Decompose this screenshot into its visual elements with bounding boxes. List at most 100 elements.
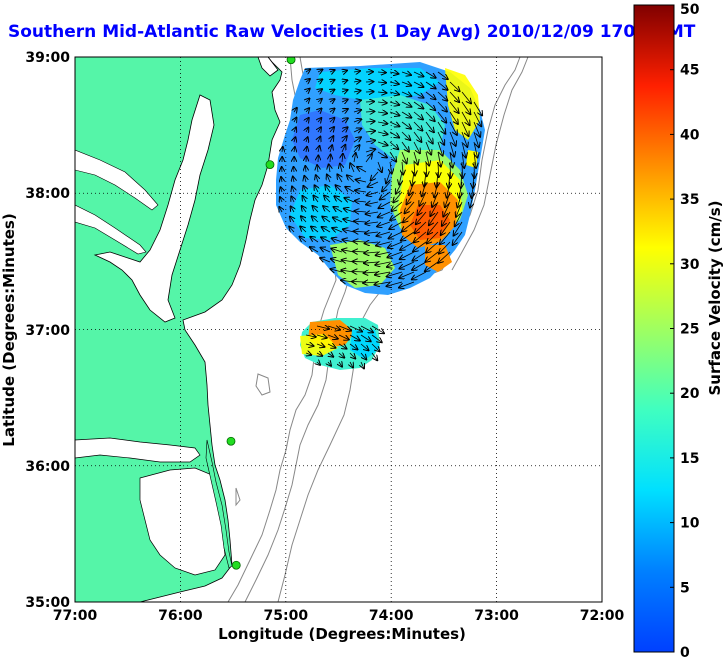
velocity-arrow [306, 118, 309, 122]
velocity-arrow [402, 221, 415, 231]
velocity-arrow [450, 151, 453, 167]
velocity-arrow [403, 211, 415, 222]
velocity-arrow [318, 89, 322, 92]
velocity-arrow [306, 98, 310, 102]
colorbar-tick-label: 20 [680, 386, 700, 402]
velocity-arrow [330, 118, 334, 122]
velocity-arrow [379, 201, 391, 208]
velocity-arrow [327, 344, 336, 348]
velocity-arrow [437, 111, 446, 123]
velocity-arrow [413, 91, 423, 98]
velocity-arrow [442, 211, 451, 226]
velocity-arrow [461, 131, 467, 147]
velocity-arrow [402, 161, 403, 174]
velocity-arrow [412, 171, 414, 186]
velocity-arrow [409, 181, 415, 195]
velocity-arrow [426, 161, 427, 176]
velocity-arrow [473, 131, 479, 147]
lon-tick-label: 75:00 [264, 608, 309, 624]
velocity-arrow [324, 196, 331, 203]
velocity-arrow [330, 136, 333, 143]
velocity-arrow [438, 161, 439, 177]
lon-tick-label: 74:00 [369, 608, 414, 624]
velocity-arrow [365, 154, 372, 163]
map-title: Southern Mid-Atlantic Raw Velocities (1 … [8, 22, 696, 42]
velocity-arrow [333, 217, 343, 222]
velocity-arrow [377, 142, 388, 145]
velocity-arrow [322, 217, 331, 223]
velocity-arrow [337, 174, 342, 183]
velocity-arrow [321, 237, 331, 243]
velocity-arrow [436, 171, 438, 187]
velocity-arrow [424, 171, 426, 186]
velocity-arrow [305, 166, 306, 173]
velocity-arrow [429, 211, 439, 225]
velocity-arrow [401, 151, 407, 163]
velocity-arrow [279, 207, 282, 212]
velocity-arrow [377, 151, 387, 158]
velocity-arrow [392, 201, 403, 211]
velocity-arrow [366, 202, 379, 205]
velocity-arrow [437, 131, 444, 145]
velocity-arrow [401, 92, 411, 96]
velocity-arrow [338, 344, 347, 349]
velocity-arrow [377, 92, 386, 93]
velocity-arrow [310, 247, 319, 253]
velocity-arrow [422, 181, 427, 196]
velocity-arrow [376, 242, 391, 246]
velocity-arrow [419, 191, 427, 206]
velocity-arrow [343, 219, 355, 222]
velocity-arrow [389, 221, 403, 229]
velocity-arrow [471, 181, 474, 198]
velocity-arrow [342, 90, 348, 92]
velocity-arrow [306, 79, 310, 82]
velocity-arrow [317, 353, 322, 356]
velocity-arrow [336, 185, 343, 193]
velocity-arrow [473, 101, 482, 115]
velocity-arrow [338, 325, 351, 331]
velocity-arrow [437, 81, 448, 90]
velocity-arrow [316, 326, 329, 329]
velocity-arrow [382, 181, 391, 191]
velocity-arrow [456, 201, 463, 217]
velocity-arrow [454, 221, 463, 236]
velocity-arrow [416, 211, 427, 224]
velocity-arrow [377, 112, 387, 113]
colorbar-tick-label: 5 [680, 580, 690, 596]
velocity-arrow [449, 91, 459, 102]
velocity-arrow [401, 82, 411, 86]
velocity-arrow [437, 71, 448, 79]
velocity-arrow [306, 147, 307, 152]
velocity-arrow [473, 121, 480, 137]
velocity-arrow [323, 206, 331, 213]
velocity-arrow [354, 211, 367, 212]
velocity-arrow [356, 180, 367, 182]
velocity-arrow [401, 231, 415, 241]
colorbar-tick-label: 35 [680, 192, 699, 208]
velocity-arrow [400, 241, 415, 250]
velocity-arrow [347, 175, 355, 183]
velocity-arrow [413, 131, 421, 142]
albemarle-sound [75, 437, 201, 463]
lon-tick-label: 76:00 [158, 608, 203, 624]
velocity-arrow [445, 191, 451, 207]
velocity-arrow [449, 121, 457, 135]
velocity-arrow [400, 251, 415, 259]
station-marker [226, 436, 236, 446]
velocity-arrow [328, 362, 331, 366]
velocity-arrow [430, 201, 439, 216]
velocity-arrow [321, 248, 331, 252]
velocity-arrow [399, 281, 415, 288]
velocity-arrow [306, 137, 308, 142]
velocity-arrow [461, 141, 466, 158]
velocity-arrow [330, 70, 335, 72]
velocity-arrow [342, 80, 347, 82]
velocity-arrow [447, 181, 450, 198]
velocity-arrows [279, 69, 482, 368]
velocity-arrow [461, 91, 471, 103]
colorbar-ticks: 0 5 10 15 20 25 30 35 40 45 50 [670, 2, 700, 659]
velocity-arrow [290, 217, 294, 222]
velocity-arrow [412, 261, 427, 270]
rappahannock-river [75, 204, 147, 255]
velocity-arrow [318, 99, 322, 102]
